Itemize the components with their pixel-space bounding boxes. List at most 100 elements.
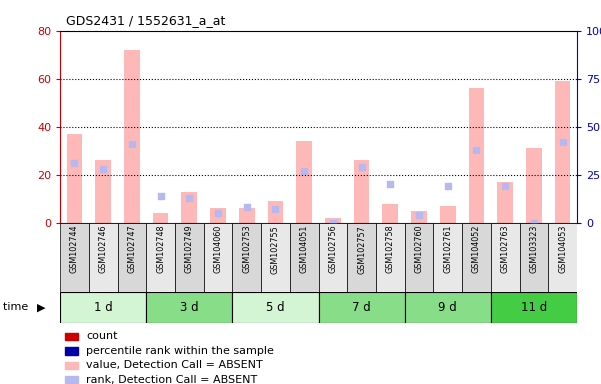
Bar — [382, 204, 398, 223]
Text: GSM102760: GSM102760 — [415, 225, 424, 273]
Text: GSM102744: GSM102744 — [70, 225, 79, 273]
Text: GSM102758: GSM102758 — [386, 225, 395, 273]
Point — [501, 183, 510, 189]
Bar — [491, 292, 577, 323]
Bar — [118, 31, 146, 223]
Bar — [182, 192, 197, 223]
Bar — [60, 223, 89, 292]
Text: GSM102756: GSM102756 — [328, 225, 337, 273]
Text: ▶: ▶ — [37, 302, 46, 312]
Text: GSM102761: GSM102761 — [444, 225, 452, 273]
Text: GSM103323: GSM103323 — [529, 225, 538, 273]
Bar — [497, 182, 513, 223]
Bar — [96, 161, 111, 223]
Bar — [89, 31, 118, 223]
Text: time: time — [3, 302, 32, 312]
Bar — [433, 223, 462, 292]
Text: GSM102755: GSM102755 — [271, 225, 280, 273]
Text: GSM104053: GSM104053 — [558, 225, 567, 273]
Bar — [548, 223, 577, 292]
Text: 5 d: 5 d — [266, 301, 285, 314]
Text: GSM104051: GSM104051 — [300, 225, 309, 273]
Text: count: count — [86, 331, 117, 341]
Bar — [67, 134, 82, 223]
Bar — [376, 223, 404, 292]
Point — [357, 164, 367, 170]
Text: GSM102746: GSM102746 — [99, 225, 108, 273]
Bar — [233, 223, 261, 292]
Bar — [89, 223, 118, 292]
Bar — [153, 213, 168, 223]
Point — [185, 195, 194, 201]
Text: 7 d: 7 d — [352, 301, 371, 314]
Bar — [526, 148, 542, 223]
Bar — [354, 161, 370, 223]
Bar — [118, 223, 146, 292]
Text: GSM102748: GSM102748 — [156, 225, 165, 273]
Bar — [296, 141, 312, 223]
Bar — [404, 31, 433, 223]
Text: 9 d: 9 d — [438, 301, 457, 314]
Point — [558, 139, 567, 145]
Bar — [519, 31, 548, 223]
Bar — [462, 223, 491, 292]
Bar — [319, 292, 404, 323]
Bar — [347, 223, 376, 292]
Bar — [347, 31, 376, 223]
Bar — [261, 31, 290, 223]
Bar — [411, 211, 427, 223]
Bar — [124, 50, 140, 223]
Bar — [491, 223, 519, 292]
Point — [242, 204, 252, 210]
Text: GSM104060: GSM104060 — [213, 225, 222, 273]
Bar — [462, 31, 491, 223]
Bar — [146, 292, 233, 323]
Bar — [146, 31, 175, 223]
Text: GSM102763: GSM102763 — [501, 225, 510, 273]
Bar — [555, 81, 570, 223]
Bar — [66, 362, 78, 369]
Bar — [66, 347, 78, 355]
Point — [328, 220, 338, 226]
Bar — [433, 31, 462, 223]
Bar — [146, 223, 175, 292]
Bar — [204, 31, 233, 223]
Text: GSM102749: GSM102749 — [185, 225, 194, 273]
Point — [385, 181, 395, 187]
Point — [299, 168, 309, 174]
Bar — [204, 223, 233, 292]
Point — [270, 206, 280, 212]
Text: 11 d: 11 d — [520, 301, 547, 314]
Point — [443, 183, 453, 189]
Bar — [404, 292, 491, 323]
Point — [529, 220, 538, 226]
Bar — [233, 31, 261, 223]
Point — [156, 193, 165, 199]
Bar — [267, 201, 283, 223]
Bar — [66, 376, 78, 383]
Bar — [60, 31, 89, 223]
Bar — [404, 223, 433, 292]
Bar — [66, 333, 78, 340]
Bar — [548, 31, 577, 223]
Bar — [239, 208, 255, 223]
Bar — [175, 31, 204, 223]
Bar — [440, 206, 456, 223]
Bar — [210, 208, 226, 223]
Text: rank, Detection Call = ABSENT: rank, Detection Call = ABSENT — [86, 375, 257, 384]
Bar — [319, 31, 347, 223]
Bar — [290, 223, 319, 292]
Bar — [491, 31, 519, 223]
Bar — [175, 223, 204, 292]
Text: percentile rank within the sample: percentile rank within the sample — [86, 346, 274, 356]
Point — [99, 166, 108, 172]
Text: GSM102753: GSM102753 — [242, 225, 251, 273]
Text: value, Detection Call = ABSENT: value, Detection Call = ABSENT — [86, 360, 263, 370]
Text: GDS2431 / 1552631_a_at: GDS2431 / 1552631_a_at — [66, 14, 225, 27]
Bar — [519, 223, 548, 292]
Point — [472, 147, 481, 153]
Point — [127, 141, 136, 147]
Bar — [233, 292, 319, 323]
Text: 1 d: 1 d — [94, 301, 112, 314]
Point — [414, 212, 424, 218]
